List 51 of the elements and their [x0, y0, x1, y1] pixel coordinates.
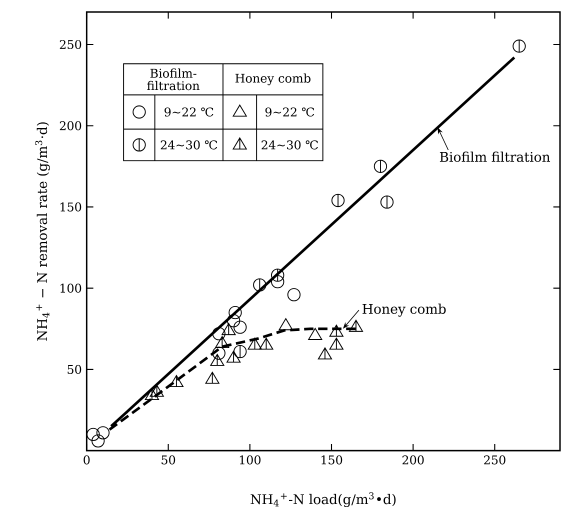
point	[278, 318, 293, 330]
point	[96, 426, 110, 440]
legend-label: 24~30 ℃	[262, 140, 318, 150]
annotation: Honey comb	[362, 304, 446, 317]
y-axis-title: NH$_{4}$$^{+}$ − N removal rate (g/m$^{3}$·d)	[35, 122, 50, 341]
y-tick-label: 100	[60, 284, 82, 293]
point	[150, 384, 164, 397]
point	[205, 372, 220, 384]
point	[210, 354, 224, 366]
legend-label: 9~22 ℃	[265, 107, 314, 117]
point	[91, 434, 105, 448]
y-tick-label: 200	[60, 121, 82, 130]
point	[271, 268, 284, 282]
point	[287, 288, 301, 302]
y-tick-label: 250	[60, 40, 82, 50]
y-tick-label: 150	[60, 202, 82, 212]
point	[271, 275, 284, 288]
annotation: Biofilm-filtration	[147, 68, 200, 90]
point	[233, 320, 247, 334]
point	[86, 428, 100, 442]
y-tick-label: 50	[68, 364, 82, 374]
x-tick-label: 100	[240, 455, 261, 464]
point	[226, 350, 241, 363]
point	[215, 336, 230, 348]
point	[233, 344, 247, 358]
x-tick-label: 0	[84, 455, 90, 464]
point	[253, 278, 266, 292]
annotation: Biofilm filtration	[440, 152, 550, 162]
point	[212, 346, 226, 360]
point	[169, 375, 184, 388]
x-axis-title: NH$_{4}$$^{+}$-N load(g/m$^{3}$•d)	[250, 492, 396, 508]
x-tick-label: 150	[322, 455, 342, 464]
x-tick-label: 50	[162, 455, 176, 464]
legend-label: 24~30 ℃	[160, 140, 218, 150]
legend-label: 9~22 ℃	[164, 107, 214, 117]
point	[374, 160, 388, 173]
point	[248, 338, 262, 350]
point	[348, 320, 364, 332]
x-tick-label: 200	[402, 455, 424, 464]
point	[259, 338, 274, 350]
point	[228, 306, 242, 320]
annotation: Honey comb	[235, 73, 310, 86]
point	[212, 327, 226, 340]
point	[222, 323, 236, 336]
point	[331, 194, 345, 208]
point	[144, 388, 160, 400]
point	[512, 40, 526, 53]
point	[318, 347, 332, 360]
point	[380, 195, 394, 209]
x-tick-label: 250	[484, 455, 506, 464]
point	[308, 328, 322, 340]
